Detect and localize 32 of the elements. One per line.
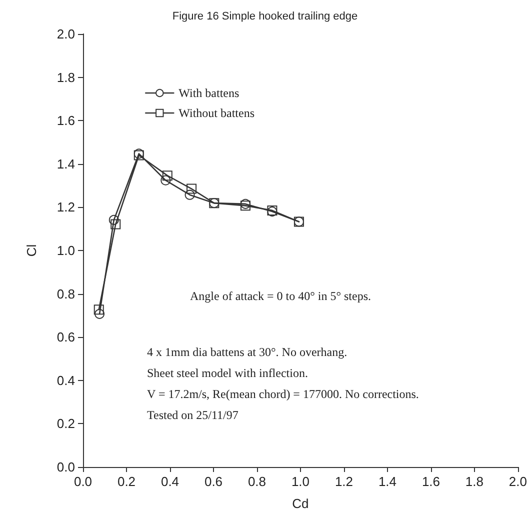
x-tick-label: 2.0 — [508, 474, 528, 489]
y-tick-label: 1.6 — [56, 113, 75, 128]
y-tick-label: 0.4 — [56, 372, 75, 388]
y-tick-label: 1.2 — [56, 200, 75, 215]
x-axis-title: Cd — [292, 496, 309, 511]
annotation: 4 x 1mm dia battens at 30°. No overhang. — [147, 345, 348, 359]
annotation: Angle of attack = 0 to 40° in 5° steps. — [190, 289, 372, 303]
y-tick-label: 1.4 — [56, 156, 75, 172]
x-tick-label: 0.0 — [74, 474, 92, 489]
x-tick-label: 1.0 — [291, 474, 310, 489]
x-tick-label: 1.2 — [334, 474, 354, 489]
x-tick-label: 0.8 — [248, 474, 266, 489]
y-tick-label: 0.6 — [56, 330, 75, 345]
annotation: Tested on 25/11/97 — [147, 408, 238, 422]
y-tick-label: 1.8 — [56, 70, 75, 85]
x-tick-label: 1.8 — [465, 474, 484, 489]
y-tick-label: 0.2 — [56, 416, 75, 432]
x-tick-label: 0.4 — [160, 474, 180, 489]
y-tick-label: 2.0 — [56, 26, 75, 42]
y-tick-label: 1.0 — [56, 243, 75, 258]
annotation: V = 17.2m/s, Re(mean chord) = 177000. No corrections. — [147, 387, 419, 401]
x-tick-label: 0.2 — [117, 474, 136, 489]
legend-label: Without battens — [178, 106, 255, 120]
y-tick-label: 0.0 — [56, 460, 75, 474]
annotation: Sheet steel model with inflection. — [147, 366, 308, 380]
y-axis-title: Cl — [24, 244, 39, 257]
chart-title: Figure 16 Simple hooked trailing edge — [172, 10, 358, 22]
y-tick-label: 0.8 — [56, 286, 75, 302]
x-tick-label: 1.4 — [378, 474, 397, 489]
x-tick-label: 0.6 — [204, 474, 223, 489]
x-tick-label: 1.6 — [422, 474, 440, 489]
legend-label: With battens — [178, 86, 240, 100]
